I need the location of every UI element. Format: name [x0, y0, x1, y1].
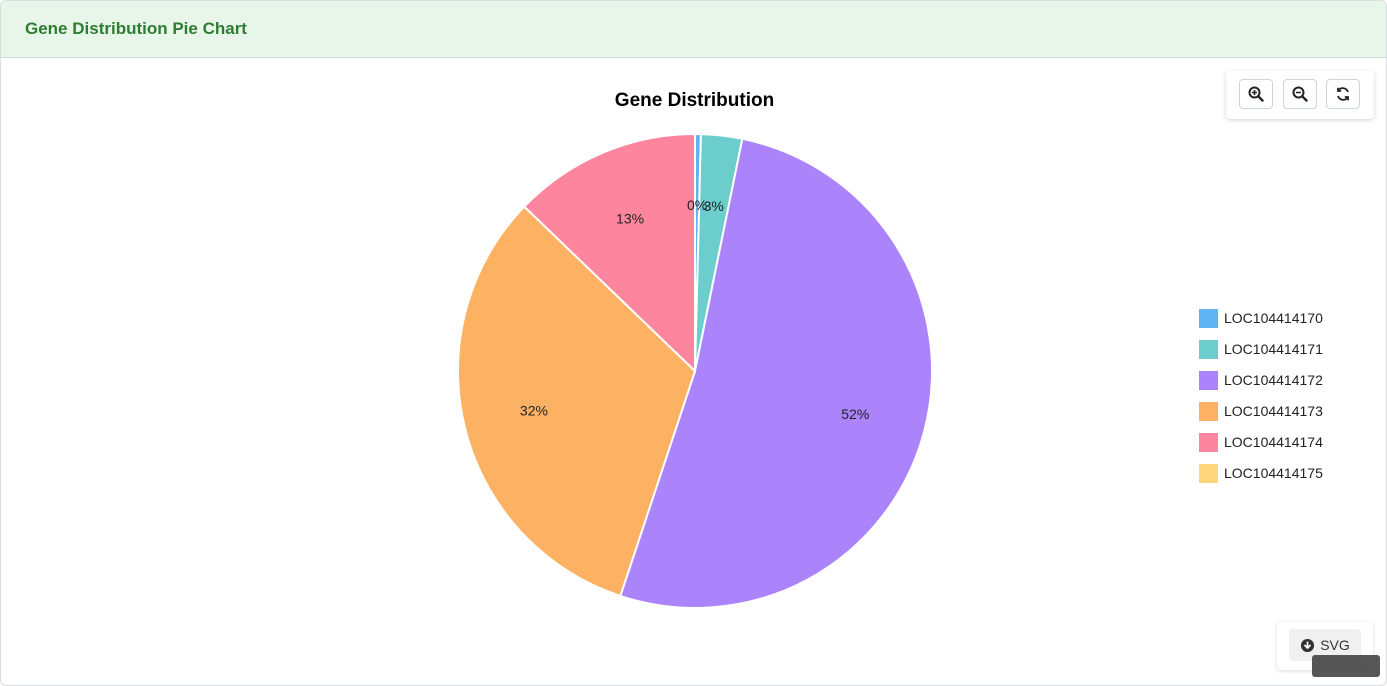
- legend-swatch: [1199, 340, 1218, 359]
- legend-label: LOC104414174: [1224, 434, 1323, 450]
- slice-label-LOC104414171: 3%: [704, 198, 724, 214]
- reset-zoom-button[interactable]: [1326, 79, 1360, 109]
- legend-label: LOC104414170: [1224, 310, 1323, 326]
- legend-label: LOC104414172: [1224, 372, 1323, 388]
- legend-swatch: [1199, 402, 1218, 421]
- legend-label: LOC104414173: [1224, 403, 1323, 419]
- slice-label-LOC104414173: 32%: [520, 403, 548, 419]
- pie-slice-LOC104414172[interactable]: [619, 137, 933, 609]
- legend-swatch: [1199, 433, 1218, 452]
- corner-overlay: [1312, 655, 1380, 677]
- zoom-in-button[interactable]: [1239, 79, 1273, 109]
- legend-swatch: [1199, 464, 1218, 483]
- pie-slice-LOC104414173[interactable]: [457, 205, 697, 598]
- legend-label: LOC104414175: [1224, 465, 1323, 481]
- slice-label-LOC104414174: 13%: [616, 210, 644, 226]
- card-header: Gene Distribution Pie Chart: [1, 1, 1386, 58]
- slice-label-LOC104414172: 52%: [841, 406, 869, 422]
- download-circle-icon: [1301, 638, 1315, 652]
- chart-toolbar: [1226, 71, 1374, 119]
- download-svg-label: SVG: [1320, 637, 1350, 653]
- legend-swatch: [1199, 309, 1218, 328]
- legend-label: LOC104414171: [1224, 341, 1323, 357]
- zoom-out-button[interactable]: [1283, 79, 1317, 109]
- page-title: Gene Distribution Pie Chart: [25, 19, 247, 38]
- chart-title: Gene Distribution: [614, 90, 775, 111]
- legend-swatch: [1199, 371, 1218, 390]
- slice-label-LOC104414170: 0%: [687, 197, 707, 213]
- refresh-icon: [1337, 87, 1349, 101]
- pie-slice-LOC104414174[interactable]: [522, 132, 696, 374]
- zoom-out-icon: [1292, 86, 1308, 102]
- zoom-in-icon: [1248, 86, 1264, 102]
